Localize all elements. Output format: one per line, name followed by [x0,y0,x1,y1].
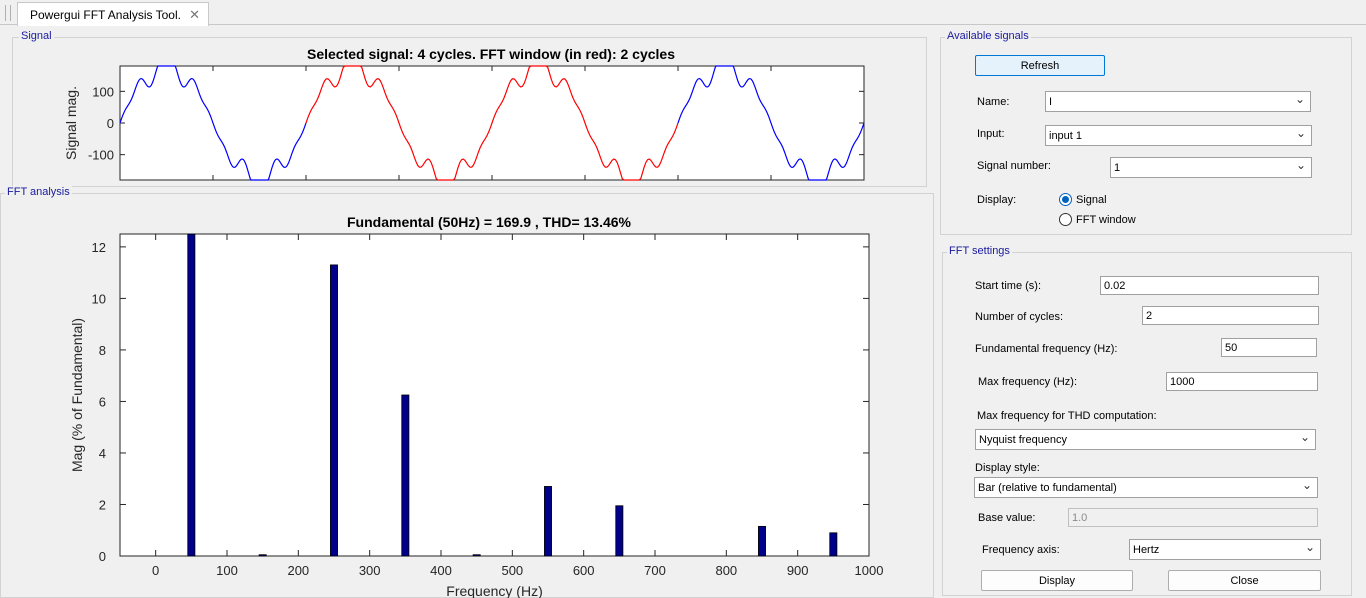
display-style-label: Display style: [975,462,1040,474]
signal-panel-title: Signal [19,30,54,42]
fft-window-series-line [305,65,679,181]
base-value-label: Base value: [978,512,1036,524]
display-style-dropdown[interactable]: Bar (relative to fundamental) ⌄ [974,477,1318,498]
tab-fft-tool[interactable]: Powergui FFT Analysis Tool. ✕ [17,2,209,26]
fft-xtick-label: 800 [715,563,737,578]
chevron-down-icon: ⌄ [1299,430,1310,444]
fft-bar [472,554,481,557]
available-signals-title: Available signals [945,30,1031,42]
fft-bar [258,554,267,557]
fft-plot-area [119,233,870,557]
fft-xtick-label: 900 [787,563,809,578]
fft-xtick-label: 200 [287,563,309,578]
chevron-down-icon: ⌄ [1295,158,1306,172]
fft-xtick-label: 500 [501,563,523,578]
signal-plot: -100 0 100 Signal mag. [63,65,865,181]
name-value: I [1049,96,1053,108]
display-style-value: Bar (relative to fundamental) [978,482,1117,494]
fund-freq-input[interactable]: 50 [1221,338,1317,357]
fft-xtick-label: 600 [573,563,595,578]
fft-xtick-label: 1000 [855,563,884,578]
input-dropdown[interactable]: input 1 ⌄ [1045,125,1312,146]
chevron-down-icon: ⌄ [1295,126,1306,140]
fft-bar [758,525,766,557]
fft-ytick-label: 6 [99,394,106,409]
signal-series-line [119,65,307,181]
signal-ylabel: Signal mag. [63,86,79,160]
fft-bar [615,505,624,557]
tab-strip: Powergui FFT Analysis Tool. ✕ [0,0,1366,26]
fft-xtick-label: 0 [152,563,159,578]
input-label: Input: [977,128,1005,140]
display-fft-window-radio[interactable] [1059,213,1072,226]
signal-ytick-label: 0 [107,116,114,131]
fft-ytick-label: 0 [99,549,106,564]
tab-grip[interactable] [5,5,11,21]
display-signal-label[interactable]: Signal [1076,194,1107,206]
fft-bar [330,264,338,557]
name-dropdown[interactable]: I ⌄ [1045,91,1311,112]
display-label: Display: [977,194,1017,206]
fft-settings-panel: FFT settings [942,245,1352,596]
thd-label: Max frequency for THD computation: [977,410,1157,422]
chevron-down-icon: ⌄ [1294,92,1305,106]
freq-axis-label: Frequency axis: [982,544,1060,556]
chevron-down-icon: ⌄ [1304,540,1315,554]
display-button[interactable]: Display [981,570,1133,591]
freq-axis-value: Hertz [1133,544,1160,556]
cycles-input[interactable]: 2 [1142,306,1319,325]
thd-value: Nyquist frequency [979,434,1068,446]
start-time-label: Start time (s): [975,280,1042,292]
fft-plot-title: Fundamental (50Hz) = 169.9 , THD= 13.46% [347,214,631,230]
fft-ytick-label: 8 [99,343,106,358]
fft-settings-title: FFT settings [947,245,1012,257]
fft-bar [401,394,410,557]
signal-plot-title: Selected signal: 4 cycles. FFT window (i… [306,46,676,62]
fft-ytick-label: 12 [92,240,106,255]
signal-number-label: Signal number: [977,160,1051,172]
close-icon[interactable]: ✕ [189,7,200,22]
thd-dropdown[interactable]: Nyquist frequency ⌄ [975,429,1316,450]
fft-xtick-label: 400 [430,563,452,578]
signal-ytick-label: 100 [92,84,114,99]
input-value: input 1 [1049,130,1083,142]
fft-bar [544,486,552,557]
fft-ylabel: Mag (% of Fundamental) [69,318,85,472]
max-freq-label: Max frequency (Hz): [978,376,1078,388]
name-label: Name: [977,96,1010,108]
start-time-input[interactable]: 0.02 [1100,276,1319,295]
fft-xlabel: Frequency (Hz) [446,583,542,598]
signal-panel: Signal [12,30,927,187]
fft-xtick-label: 100 [216,563,238,578]
freq-axis-dropdown[interactable]: Hertz ⌄ [1129,539,1321,560]
signal-series-line [677,65,865,181]
close-button[interactable]: Close [1168,570,1321,591]
signal-ytick-label: -100 [88,148,114,163]
fft-bar-chart: 0 2 4 6 8 10 12 0 100 200 300 400 500 600 700 800 900 100… [69,233,884,598]
fft-bar [829,532,838,557]
chevron-down-icon: ⌄ [1301,478,1312,492]
fft-xtick-label: 300 [359,563,381,578]
tab-label: Powergui FFT Analysis Tool. [30,8,181,22]
available-signals-panel: Available signals [940,30,1352,235]
display-fft-window-label[interactable]: FFT window [1076,214,1136,226]
fft-bar [187,233,196,557]
refresh-button[interactable]: Refresh [975,55,1105,76]
max-freq-input[interactable]: 1000 [1166,372,1318,391]
fft-ytick-label: 10 [92,291,106,306]
fft-panel-title: FFT analysis [5,186,72,198]
base-value-input: 1.0 [1068,508,1318,527]
fft-xtick-label: 700 [644,563,666,578]
display-signal-radio[interactable] [1059,193,1072,206]
cycles-label: Number of cycles: [975,311,1064,323]
signal-number-value: 1 [1114,162,1121,174]
fund-freq-label: Fundamental frequency (Hz): [975,343,1118,355]
fft-ytick-label: 2 [99,497,106,512]
signal-number-dropdown[interactable]: 1 ⌄ [1110,157,1312,178]
fft-ytick-label: 4 [99,446,106,461]
